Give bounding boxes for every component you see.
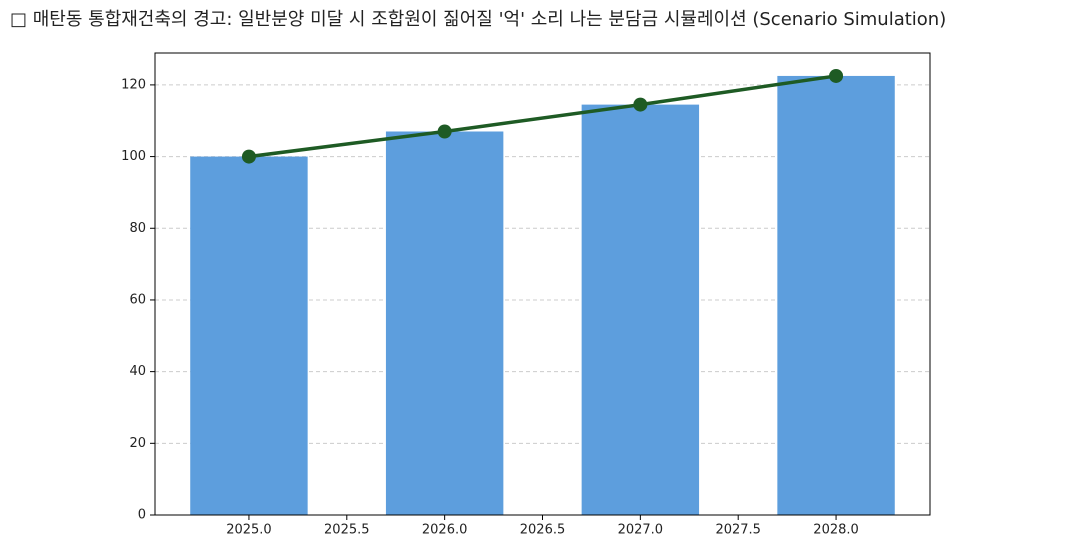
line-marker bbox=[829, 68, 844, 83]
bar bbox=[385, 131, 504, 515]
plot-frame bbox=[154, 52, 931, 516]
y-tick-label: 40 bbox=[129, 364, 146, 379]
x-tick-label: 2026.0 bbox=[422, 523, 468, 538]
y-tick-label: 0 bbox=[138, 508, 146, 523]
y-tick-label: 100 bbox=[121, 149, 146, 164]
x-tick-label: 2027.5 bbox=[715, 523, 761, 538]
y-tick-label: 80 bbox=[129, 221, 146, 236]
line-marker bbox=[241, 149, 256, 164]
x-tick-label: 2027.0 bbox=[618, 523, 664, 538]
chart-title: □ 매탄동 통합재건축의 경고: 일반분양 미달 시 조합원이 짊어질 '억' … bbox=[10, 9, 946, 30]
x-tick-label: 2025.5 bbox=[324, 523, 370, 538]
x-tick-label: 2026.5 bbox=[520, 523, 566, 538]
y-tick-label: 20 bbox=[129, 436, 146, 451]
y-tick-label: 60 bbox=[129, 292, 146, 307]
x-tick-label: 2028.0 bbox=[813, 523, 859, 538]
x-tick-label: 2025.0 bbox=[226, 523, 272, 538]
bar bbox=[190, 156, 308, 515]
bar bbox=[777, 75, 895, 515]
line-marker bbox=[437, 124, 452, 139]
line bbox=[248, 74, 837, 159]
bar bbox=[581, 104, 700, 516]
line-marker bbox=[633, 97, 648, 112]
y-tick-label: 120 bbox=[121, 77, 146, 92]
